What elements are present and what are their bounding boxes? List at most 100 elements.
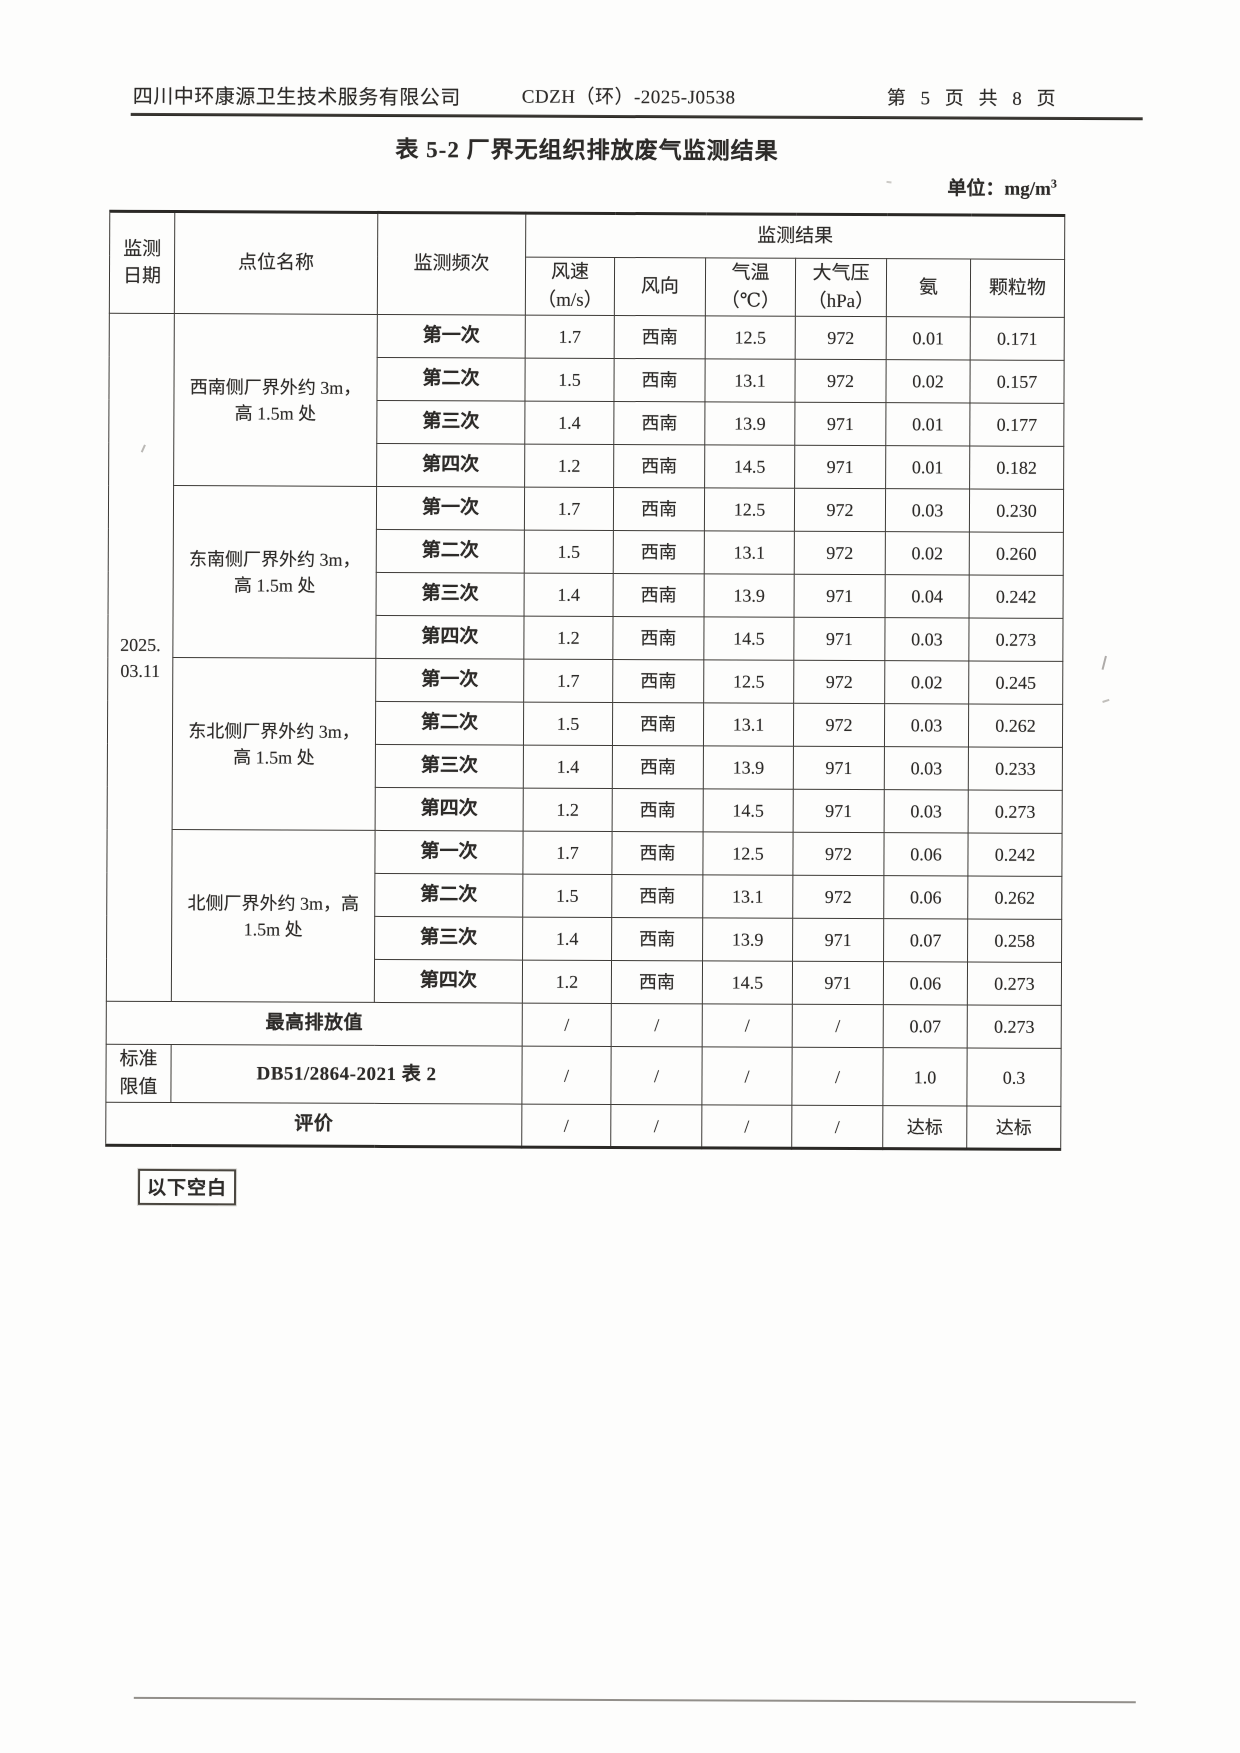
- value-cell: /: [610, 1104, 702, 1149]
- value-cell: 12.5: [705, 315, 796, 360]
- value-cell: 1.4: [522, 917, 612, 961]
- header-col-3: 大气压 （hPa）: [795, 258, 887, 317]
- value-cell: 西南: [613, 530, 705, 574]
- value-cell: 972: [795, 316, 887, 360]
- value-cell: 0.03: [884, 617, 970, 662]
- value-cell: 1.0: [882, 1047, 968, 1107]
- header-result: 监测结果: [525, 213, 1065, 260]
- value-cell: 西南: [612, 616, 705, 660]
- value-cell: /: [521, 1046, 612, 1105]
- value-cell: 0.01: [885, 402, 970, 447]
- page-number: 第 5 页 共 8 页: [886, 88, 1061, 110]
- value-cell: 0.06: [883, 961, 968, 1006]
- frequency-label: 第三次: [374, 916, 523, 961]
- value-cell: 0.06: [883, 832, 969, 877]
- value-cell: /: [610, 1046, 703, 1106]
- value-cell: /: [791, 1105, 883, 1149]
- value-cell: 0.07: [883, 918, 968, 963]
- value-cell: /: [791, 1047, 884, 1106]
- value-cell: 0.157: [969, 360, 1065, 404]
- value-cell: 0.02: [884, 660, 969, 705]
- value-cell: 0.273: [968, 790, 1063, 834]
- value-cell: 0.230: [969, 489, 1064, 533]
- value-cell: 0.03: [885, 488, 970, 533]
- value-cell: 0.02: [885, 359, 971, 404]
- value-cell: 西南: [612, 745, 704, 789]
- max-emission-label: 最高排放值: [106, 1001, 523, 1047]
- unit-value: mg/m: [1004, 178, 1051, 200]
- data-row: 东南侧厂界外约 3m， 高 1.5m 处第一次 1.7 西南 12.5 972 0.03 0…: [108, 485, 1064, 659]
- frequency-label: 第四次: [376, 443, 525, 488]
- value-cell: 1.2: [524, 444, 614, 488]
- standard-limit-row: 标准 限值 DB51/2864-2021 表 2// //1.0 0.3: [105, 1044, 1062, 1107]
- value-cell: 13.1: [703, 702, 794, 747]
- unit-superscript: 3: [1050, 176, 1057, 191]
- value-cell: 13.9: [704, 573, 795, 618]
- value-cell: 0.262: [968, 704, 1063, 748]
- value-cell: 13.9: [703, 745, 794, 790]
- value-cell: 西南: [611, 874, 703, 918]
- value-cell: 0.273: [967, 962, 1062, 1006]
- unit-label: 单位：mg/m3: [947, 173, 1067, 201]
- value-cell: 西南: [612, 702, 704, 746]
- value-cell: 14.5: [702, 960, 793, 1005]
- frequency-label: 第二次: [374, 873, 523, 918]
- frequency-label: 第一次: [374, 830, 524, 875]
- value-cell: 972: [793, 703, 885, 747]
- value-cell: /: [701, 1105, 792, 1149]
- value-cell: 971: [794, 402, 886, 446]
- value-cell: 西南: [612, 788, 704, 832]
- footer-divider: [133, 1696, 1136, 1704]
- evaluation-label: 评价: [105, 1102, 522, 1148]
- value-cell: 1.7: [523, 659, 613, 703]
- value-cell: 0.260: [969, 532, 1064, 576]
- value-cell: 0.171: [970, 317, 1065, 361]
- company-name: 四川中环康源卫生技术服务有限公司: [132, 85, 461, 110]
- frequency-label: 第一次: [376, 486, 525, 531]
- value-cell: 0.03: [884, 746, 969, 791]
- value-cell: 西南: [613, 444, 705, 488]
- header-col-5: 颗粒物: [970, 259, 1065, 318]
- value-cell: 西南: [614, 315, 706, 359]
- value-cell: 972: [794, 359, 887, 403]
- header-row-main: 监测 日期 点位名称 监测频次 监测结果: [109, 211, 1065, 316]
- value-cell: 0.3: [966, 1048, 1062, 1107]
- value-cell: /: [702, 1003, 793, 1048]
- value-cell: 0.242: [967, 833, 1063, 877]
- value-cell: 1.7: [522, 831, 613, 875]
- value-cell: 13.9: [702, 917, 793, 962]
- value-cell: 0.182: [969, 446, 1064, 490]
- value-cell: 0.01: [886, 316, 971, 361]
- header-col-1: 风向: [614, 257, 706, 316]
- value-cell: 1.2: [522, 960, 612, 1004]
- value-cell: 0.03: [884, 703, 969, 748]
- value-cell: 达标: [966, 1106, 1061, 1150]
- value-cell: 12.5: [702, 831, 794, 876]
- frequency-label: 第三次: [376, 572, 525, 617]
- value-cell: 972: [792, 875, 884, 919]
- point-name: 东北侧厂界外约 3m， 高 1.5m 处: [172, 657, 376, 831]
- value-cell: 13.1: [704, 358, 796, 403]
- scan-artifact: [1095, 654, 1107, 670]
- value-cell: 971: [794, 445, 886, 489]
- blank-below-text: 以下空白: [146, 1177, 228, 1200]
- unit-text: 单位：: [947, 178, 1005, 200]
- value-cell: 13.1: [702, 874, 793, 919]
- value-cell: 0.07: [883, 1004, 968, 1049]
- value-cell: 0.02: [885, 531, 970, 576]
- value-cell: 西南: [611, 960, 703, 1004]
- value-cell: 0.233: [968, 747, 1063, 791]
- point-name: 东南侧厂界外约 3m， 高 1.5m 处: [172, 485, 377, 659]
- value-cell: 0.273: [967, 1005, 1062, 1049]
- monitoring-table-body: 2025. 03.11 西南侧厂界外约 3m， 高 1.5m 处第一次 1.7 西南 1…: [105, 313, 1065, 1150]
- value-cell: 1.7: [525, 315, 615, 359]
- value-cell: 1.5: [522, 874, 612, 918]
- value-cell: 14.5: [703, 788, 794, 833]
- value-cell: 0.177: [969, 403, 1064, 447]
- value-cell: 13.9: [704, 401, 795, 446]
- table-title: 表 5-2 厂界无组织排放废气监测结果: [395, 137, 779, 164]
- value-cell: 0.01: [885, 445, 970, 490]
- data-row: 东北侧厂界外约 3m， 高 1.5m 处第一次 1.7 西南 12.5 972 0.02 0…: [108, 657, 1063, 831]
- value-cell: 0.03: [884, 789, 969, 834]
- data-row: 北侧厂界外约 3m，高 1.5m 处第一次 1.7 西南 12.5 972 0.06 0.2…: [107, 829, 1063, 1003]
